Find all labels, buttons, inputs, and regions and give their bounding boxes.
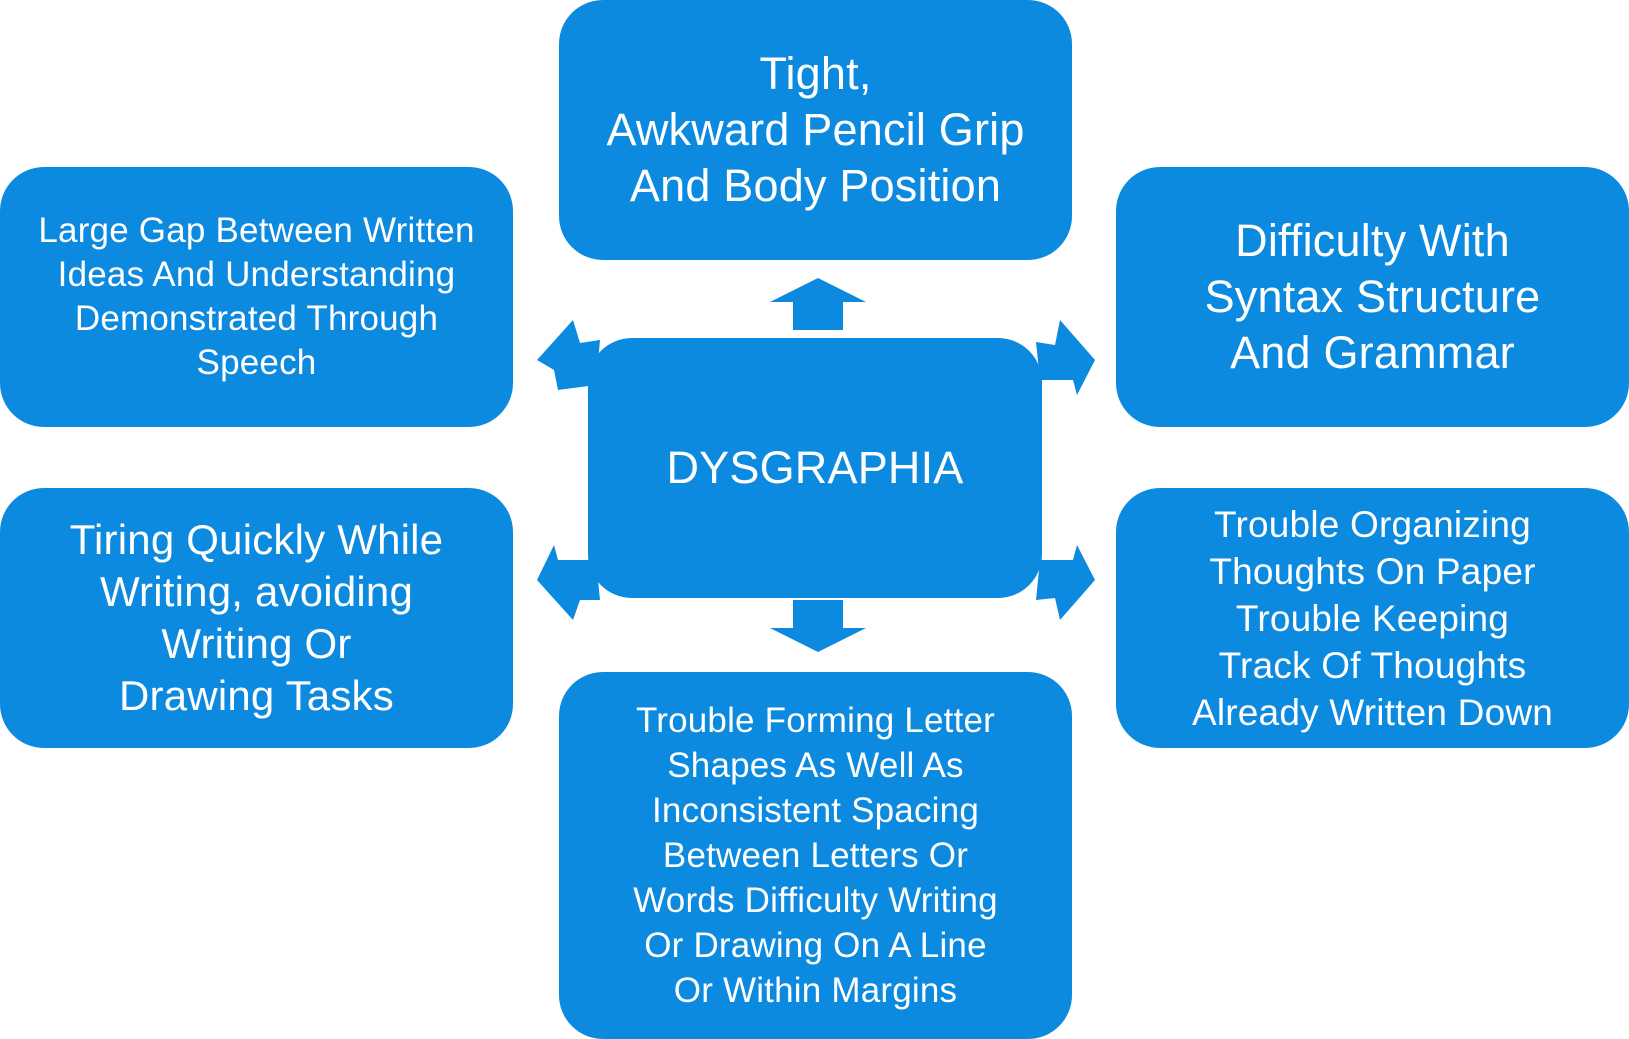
node-bottom-left-label: Tiring Quickly While Writing, avoiding W… [69,516,444,719]
node-top-right-label: Difficulty With Syntax Structure And Gra… [1204,215,1541,378]
node-center: DYSGRAPHIA [588,338,1042,598]
node-bottom-label: Trouble Forming Letter Shapes As Well As… [633,701,998,1010]
node-bottom-right: Trouble Organizing Thoughts On Paper Tro… [1116,488,1629,748]
node-top-right: Difficulty With Syntax Structure And Gra… [1116,167,1629,427]
node-bottom-right-label: Trouble Organizing Thoughts On Paper Tro… [1191,503,1554,733]
node-top: Tight, Awkward Pencil Grip And Body Posi… [559,0,1072,260]
arrow-lower-left [537,545,600,620]
center-label: DYSGRAPHIA [666,442,964,493]
node-bottom-left: Tiring Quickly While Writing, avoiding W… [0,488,513,748]
arrow-upper-left [537,320,600,390]
node-top-left-label: Large Gap Between Written Ideas And Unde… [38,211,475,382]
node-top-label: Tight, Awkward Pencil Grip And Body Posi… [606,48,1025,211]
arrow-lower-right [1036,545,1095,620]
arrow-down [770,600,866,652]
node-bottom: Trouble Forming Letter Shapes As Well As… [559,672,1072,1039]
arrow-up [770,278,866,330]
arrow-upper-right [1036,320,1095,395]
node-top-left: Large Gap Between Written Ideas And Unde… [0,167,513,427]
